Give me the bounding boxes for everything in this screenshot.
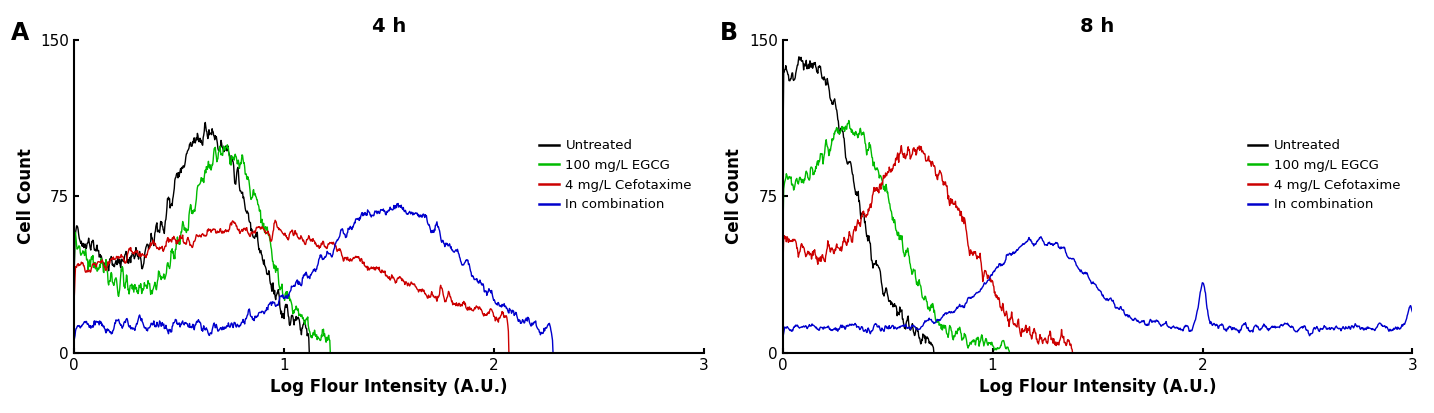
Legend: Untreated, 100 mg/L EGCG, 4 mg/L Cefotaxime, In combination: Untreated, 100 mg/L EGCG, 4 mg/L Cefotax… [533,134,697,216]
Y-axis label: Cell Count: Cell Count [726,149,743,244]
X-axis label: Log Flour Intensity (A.U.): Log Flour Intensity (A.U.) [270,378,508,396]
Text: A: A [11,21,29,45]
Title: 8 h: 8 h [1080,17,1114,36]
Title: 4 h: 4 h [371,17,406,36]
X-axis label: Log Flour Intensity (A.U.): Log Flour Intensity (A.U.) [979,378,1216,396]
Text: B: B [720,21,737,45]
Legend: Untreated, 100 mg/L EGCG, 4 mg/L Cefotaxime, In combination: Untreated, 100 mg/L EGCG, 4 mg/L Cefotax… [1242,134,1405,216]
Y-axis label: Cell Count: Cell Count [17,149,34,244]
